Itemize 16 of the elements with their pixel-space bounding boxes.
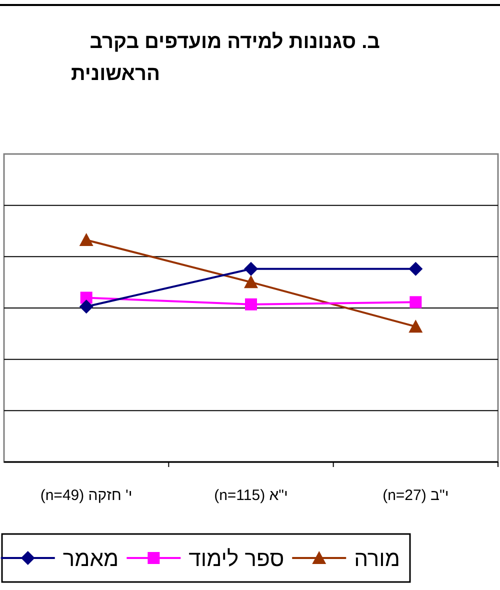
point [410,296,422,308]
legend-label: מאמר [62,546,119,571]
point [408,320,423,333]
legend-label: ספר לימוד [188,546,284,571]
title: ב. סגנונות למידה מועדפים בקרב [90,31,380,53]
point [244,262,258,276]
point [79,233,94,246]
legend-label: מורה [354,546,400,571]
x-tick: י"ב (n=27) [382,487,449,504]
point [244,275,258,288]
point [79,300,94,314]
x-tick: י"א (n=115) [214,487,288,504]
point [245,298,257,310]
x-tick: י' חזקה (n=49) [40,487,132,504]
title: הראשונית [70,63,160,85]
point [408,262,423,276]
